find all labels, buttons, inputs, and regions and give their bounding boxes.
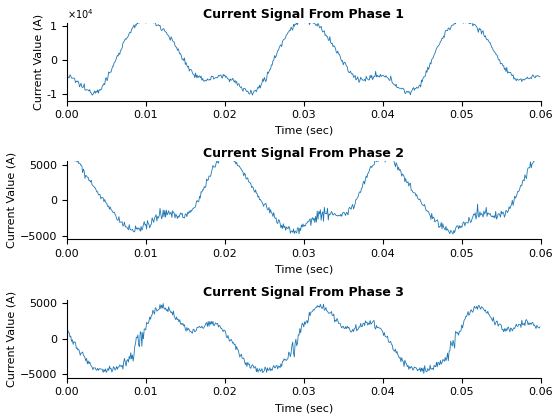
Title: Current Signal From Phase 1: Current Signal From Phase 1	[203, 8, 404, 21]
X-axis label: Time (sec): Time (sec)	[274, 126, 333, 136]
Y-axis label: Current Value (A): Current Value (A)	[33, 13, 43, 110]
X-axis label: Time (sec): Time (sec)	[274, 265, 333, 275]
Y-axis label: Current Value (A): Current Value (A)	[7, 152, 17, 248]
Y-axis label: Current Value (A): Current Value (A)	[7, 291, 17, 387]
Title: Current Signal From Phase 2: Current Signal From Phase 2	[203, 147, 404, 160]
X-axis label: Time (sec): Time (sec)	[274, 403, 333, 413]
Title: Current Signal From Phase 3: Current Signal From Phase 3	[203, 286, 404, 299]
Text: $\times10^4$: $\times10^4$	[67, 7, 94, 21]
